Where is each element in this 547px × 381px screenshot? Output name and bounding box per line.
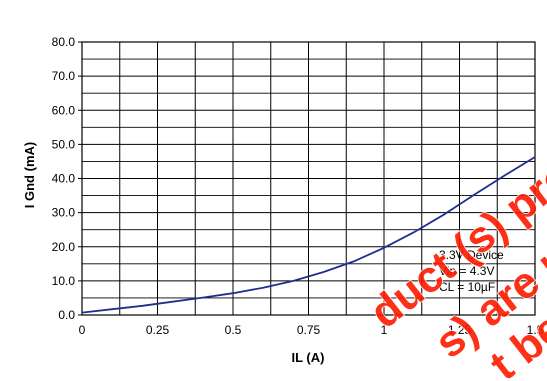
watermark: duct (s) product s) are not t be: [360, 92, 547, 381]
x-tick-label: 1: [381, 323, 388, 337]
y-tick-label: 50.0: [52, 137, 76, 151]
x-tick-label: 0.5: [225, 323, 242, 337]
series-line: [81, 156, 536, 314]
x-tick-label: 0: [79, 323, 86, 337]
x-tick-label: 0.25: [146, 323, 170, 337]
y-tick-label: 0.0: [58, 308, 75, 322]
y-tick-label: 10.0: [52, 274, 76, 288]
y-tick-label: 80.0: [52, 35, 76, 49]
annotation-line-cl: CL = 10µF: [439, 280, 495, 294]
annotation-line-vin: Vin = 4.3V: [439, 264, 495, 278]
x-tick-label: 1.25: [448, 323, 472, 337]
x-tick-label: 1.5: [527, 323, 544, 337]
y-axis-title: I Gnd (mA): [22, 142, 37, 208]
x-axis-title: IL (A): [292, 350, 325, 365]
y-tick-label: 70.0: [52, 69, 76, 83]
y-tick-labels: 0.0 10.0 20.0 30.0 40.0 50.0 60.0 70.0 80.0: [52, 35, 76, 322]
y-tick-label: 60.0: [52, 103, 76, 117]
y-tick-label: 40.0: [52, 172, 76, 186]
series: [81, 156, 536, 314]
x-tick-label: 0.75: [297, 323, 321, 337]
y-tick-label: 20.0: [52, 240, 76, 254]
annotation-line-device: 3.3V Device: [439, 248, 504, 262]
annotation: 3.3V Device Vin = 4.3V CL = 10µF: [439, 248, 504, 294]
x-tick-labels: 0 0.25 0.5 0.75 1 1.25 1.5: [79, 323, 544, 337]
y-tick-label: 30.0: [52, 206, 76, 220]
grid: [78, 41, 536, 316]
